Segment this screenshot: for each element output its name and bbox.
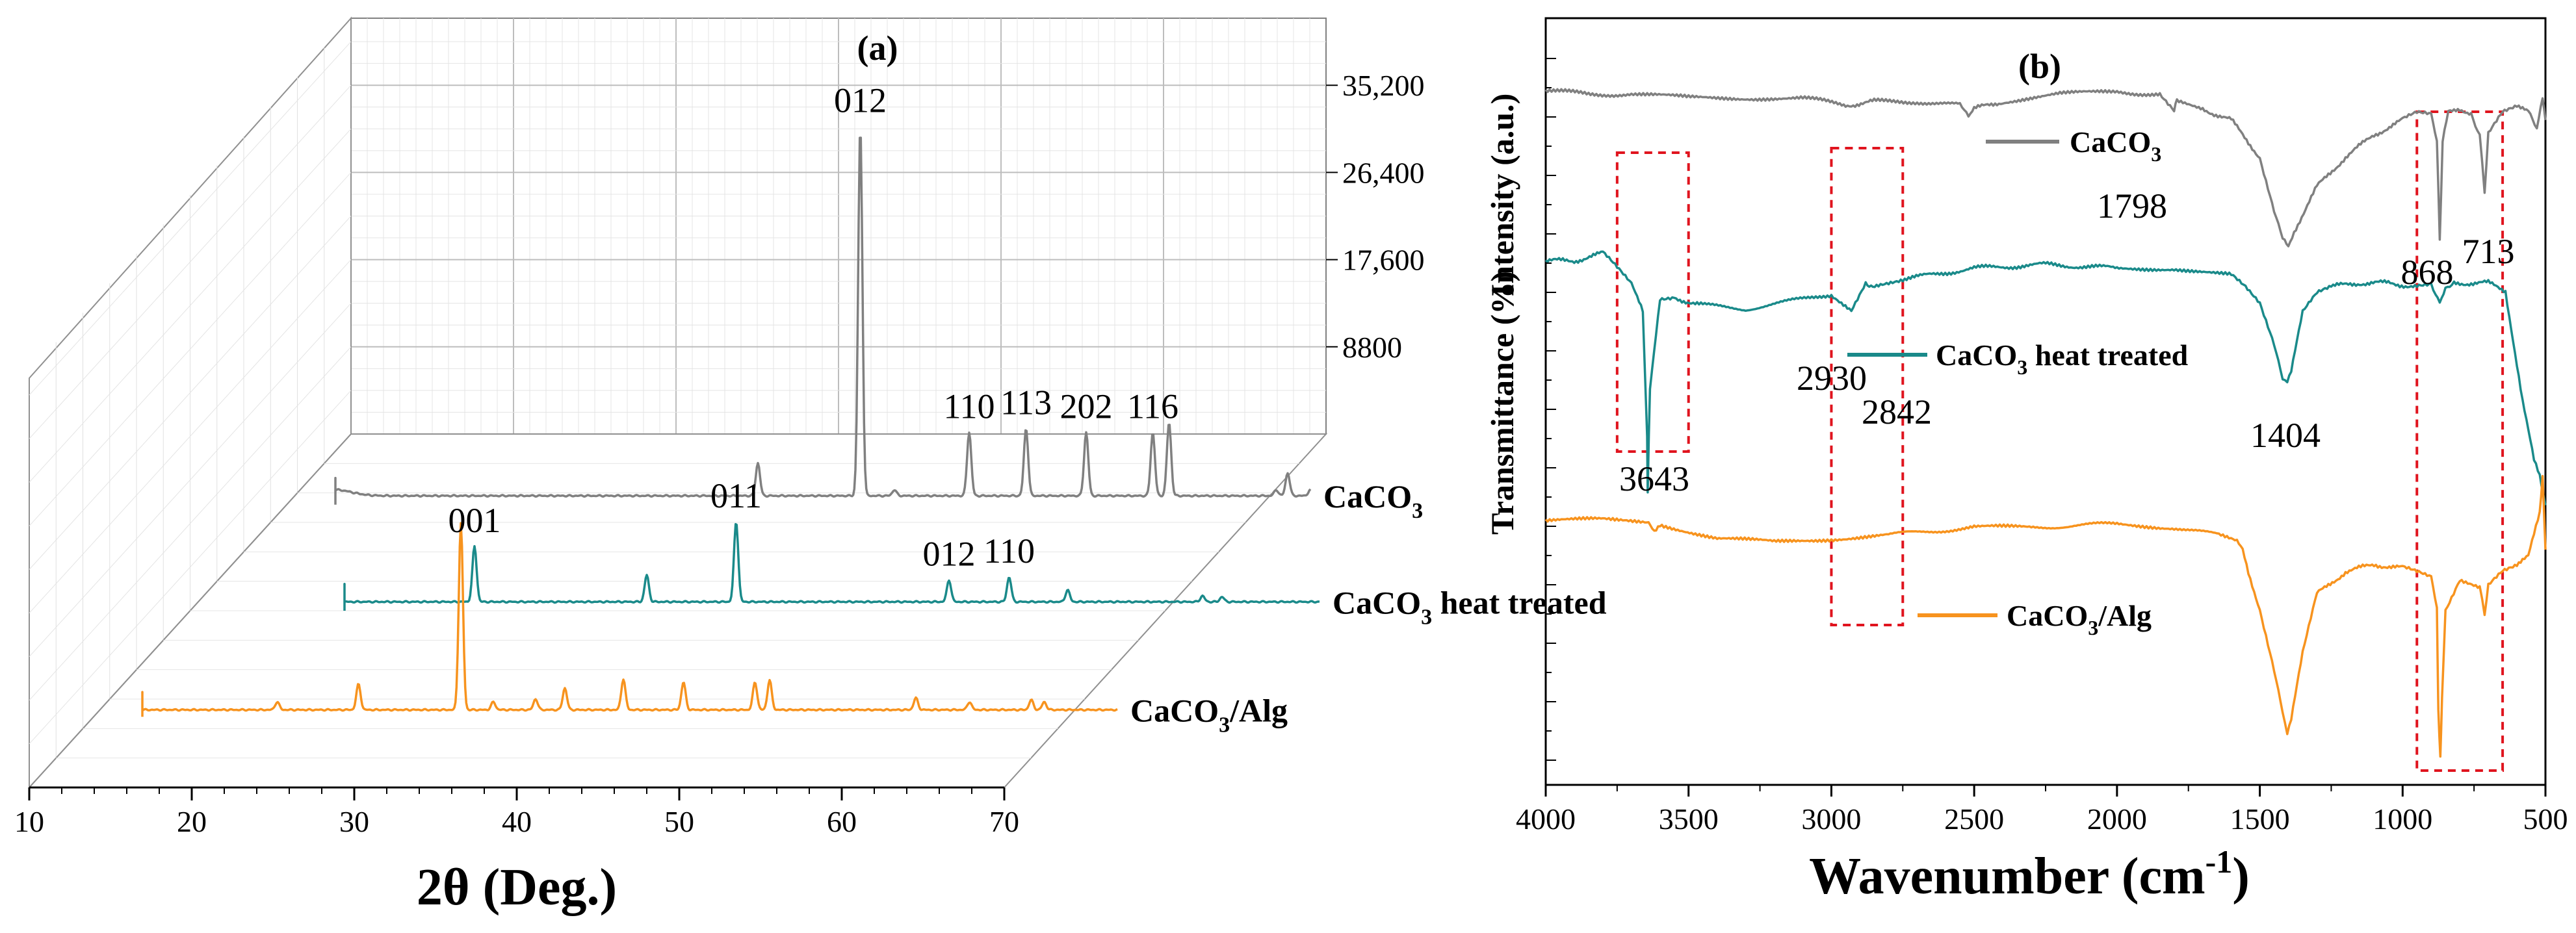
b-x-tick-label: 2500 xyxy=(1944,802,2004,836)
legend-label-caco3-alg: CaCO3/Alg xyxy=(2007,599,2152,639)
band-label: 868 xyxy=(2401,253,2454,292)
side-grid-line xyxy=(29,303,352,658)
b-x-tick-label: 1000 xyxy=(2373,802,2432,836)
x-tick-label: 70 xyxy=(989,805,1019,838)
highlight-box xyxy=(1615,151,1690,453)
panel-b-x-axis-title: Wavenumber (cm-1) xyxy=(1809,843,2250,905)
side-grid-line xyxy=(29,390,352,745)
band-label: 1404 xyxy=(2250,416,2321,455)
back-wall-grid xyxy=(351,18,1326,434)
b-x-tick-label: 3500 xyxy=(1659,802,1719,836)
plot-frame xyxy=(1544,17,2547,786)
highlight-boxes xyxy=(1615,110,2504,772)
panel-a-label: (a) xyxy=(857,29,898,68)
peak-label: 110 xyxy=(983,531,1035,570)
x-tick-label: 60 xyxy=(827,805,857,838)
side-grid-line xyxy=(29,41,352,396)
intensity-ticks: 35,200 26,400 17,600 8800 xyxy=(1326,69,1425,364)
xrd-series-labels: CaCO3 CaCO3 heat treated CaCO3/Alg xyxy=(1130,478,1607,737)
ftir-traces xyxy=(1544,88,2547,758)
b-x-ticks: 4000 3500 3000 2500 2000 1500 1000 500 xyxy=(1516,785,2568,836)
peak-label: 012 xyxy=(923,535,976,574)
b-y-minor-ticks xyxy=(1546,58,1556,761)
xrd-series-label: CaCO3/Alg xyxy=(1130,693,1288,737)
peak-label: 202 xyxy=(1060,387,1113,426)
xrd-series-label: CaCO3 xyxy=(1323,478,1423,523)
b-x-tick-label: 1500 xyxy=(2230,802,2290,836)
xrd-traces xyxy=(141,136,1320,717)
ftir-trace-2 xyxy=(1544,474,2547,758)
intensity-tick-label: 17,600 xyxy=(1342,244,1425,277)
peak-label: 011 xyxy=(710,476,762,515)
intensity-tick-label: 8800 xyxy=(1342,331,1402,364)
panel-b-y-label-intensity: Intensity (a.u.) xyxy=(1484,94,1520,297)
x-tick-label: 40 xyxy=(502,805,532,838)
legend-caco3-alg: CaCO3/Alg xyxy=(1918,599,2152,639)
peak-label: 113 xyxy=(1000,383,1052,422)
panel-a-x-axis-title: 2θ (Deg.) xyxy=(417,859,617,916)
intensity-tick-label: 35,200 xyxy=(1342,69,1425,102)
panel-b-y-label-transmittance: Transmittance (%) xyxy=(1484,271,1520,535)
ftir-trace-1 xyxy=(1544,250,2547,505)
b-x-tick-label: 500 xyxy=(2523,802,2568,836)
x-tick-label: 30 xyxy=(339,805,369,838)
b-x-tick-label: 4000 xyxy=(1516,802,1576,836)
front-x-ticks: 10 20 30 40 50 60 70 xyxy=(14,787,1019,838)
ftir-trace-0 xyxy=(1544,88,2547,248)
peak-label: 116 xyxy=(1127,387,1178,426)
highlight-box xyxy=(2415,110,2504,772)
x-tick-label: 10 xyxy=(14,805,44,838)
x-tick-label: 50 xyxy=(664,805,694,838)
peak-label: 012 xyxy=(834,81,887,120)
peak-label: 001 xyxy=(449,501,501,540)
legend-caco3-heat-treated: CaCO3 heat treated xyxy=(1847,339,2189,379)
intensity-tick-label: 26,400 xyxy=(1342,156,1425,189)
left-wall-grid xyxy=(29,41,352,758)
band-label: 713 xyxy=(2462,232,2515,271)
b-x-tick-label: 3000 xyxy=(1801,802,1861,836)
side-grid-line xyxy=(29,216,352,570)
side-grid-line xyxy=(29,84,352,439)
xrd-series-label: CaCO3 heat treated xyxy=(1333,584,1607,629)
x-tick-label: 20 xyxy=(177,805,207,838)
b-x-tick-label: 2000 xyxy=(2087,802,2147,836)
panel-b-label: (b) xyxy=(2018,47,2061,86)
band-label: 3643 xyxy=(1619,459,1689,498)
side-grid-line xyxy=(29,128,352,483)
band-label: 2930 xyxy=(1797,359,1867,398)
legend-caco3: CaCO3 xyxy=(1986,125,2161,166)
floor-grid xyxy=(56,463,1299,759)
xrd-trace-0 xyxy=(334,136,1312,505)
side-grid-line xyxy=(29,346,352,701)
peak-label: 110 xyxy=(944,387,995,426)
side-grid-line xyxy=(29,259,352,613)
legend-label-caco3: CaCO3 xyxy=(2070,125,2161,166)
xrd-trace-1 xyxy=(343,522,1320,611)
xrd-trace-2 xyxy=(141,522,1118,717)
legend-label-caco3-heat-treated: CaCO3 heat treated xyxy=(1936,339,2189,379)
band-label: 1798 xyxy=(2097,186,2167,225)
side-grid-line xyxy=(29,172,352,526)
band-label: 2842 xyxy=(1862,392,1932,431)
